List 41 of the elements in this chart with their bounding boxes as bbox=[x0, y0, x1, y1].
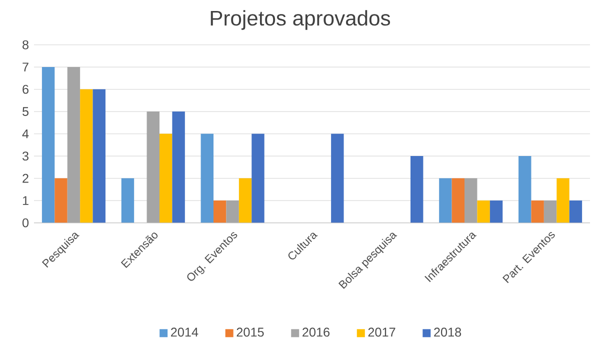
bar bbox=[331, 134, 344, 223]
chart-title: Projetos aprovados bbox=[210, 10, 390, 30]
bar bbox=[92, 89, 106, 223]
bar bbox=[238, 178, 252, 223]
bar bbox=[464, 178, 478, 223]
bar bbox=[477, 200, 490, 223]
legend-label: 2018 bbox=[434, 328, 462, 337]
legend-label: 2014 bbox=[171, 328, 198, 337]
y-tick-label: 8 bbox=[22, 40, 28, 50]
bar bbox=[439, 178, 452, 223]
legend-label: 2015 bbox=[236, 328, 264, 337]
y-tick-label: 5 bbox=[22, 107, 28, 116]
bar bbox=[569, 200, 582, 223]
y-tick-label: 1 bbox=[22, 196, 28, 205]
y-tick-label: 2 bbox=[22, 174, 28, 183]
bar bbox=[160, 134, 172, 223]
bar bbox=[490, 200, 503, 223]
y-tick-label: 7 bbox=[22, 62, 28, 72]
y-tick-label: 6 bbox=[22, 84, 28, 94]
bar bbox=[146, 112, 160, 223]
legend-label: 2017 bbox=[368, 328, 396, 337]
bar bbox=[226, 200, 239, 223]
bar bbox=[80, 89, 93, 223]
legend-label: 2016 bbox=[302, 328, 330, 337]
y-tick-label: 3 bbox=[22, 152, 28, 161]
bar bbox=[518, 156, 532, 223]
bar bbox=[200, 134, 214, 223]
y-tick-label: 0 bbox=[22, 218, 29, 228]
bar bbox=[252, 134, 264, 223]
bar bbox=[410, 156, 424, 223]
bar bbox=[531, 200, 544, 223]
bar bbox=[54, 178, 68, 223]
bar bbox=[121, 178, 134, 223]
bar bbox=[452, 178, 465, 223]
bar bbox=[556, 178, 570, 223]
bar bbox=[67, 67, 80, 223]
bar bbox=[42, 67, 55, 223]
y-tick-label: 4 bbox=[22, 129, 29, 138]
bar bbox=[214, 200, 226, 223]
bar bbox=[172, 112, 185, 223]
bar bbox=[544, 200, 557, 223]
